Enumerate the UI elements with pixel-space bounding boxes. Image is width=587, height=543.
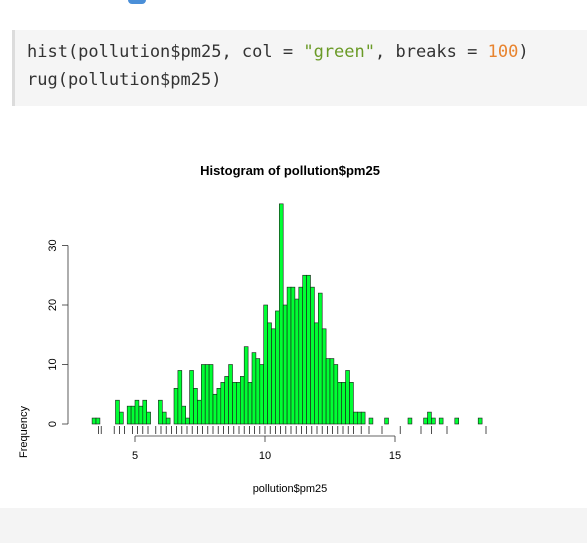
histogram-bar <box>208 364 214 425</box>
histogram-bar <box>193 388 198 425</box>
y-tick-label: 20 <box>47 299 59 311</box>
histogram-bar <box>158 399 163 425</box>
x-tick-label: 15 <box>389 450 401 462</box>
histogram-bar <box>91 417 97 425</box>
y-tick-label: 10 <box>47 358 59 370</box>
code-line-rug: rug(pollution$pm25) <box>27 70 222 90</box>
histogram-bar <box>177 370 183 425</box>
histogram-bar <box>310 286 315 425</box>
histogram-bar <box>181 405 187 425</box>
histogram-bar <box>115 399 120 425</box>
histogram-bar <box>407 417 413 425</box>
histogram-bar <box>232 382 237 425</box>
histogram-bar <box>173 388 179 425</box>
histogram-bar <box>333 364 339 425</box>
code-breaks-arg: , breaks = <box>375 42 488 62</box>
rug-group <box>98 426 487 434</box>
histogram-bar <box>216 388 222 425</box>
histogram-bar <box>220 382 226 425</box>
histogram-bar <box>275 310 280 425</box>
histogram-bar <box>329 358 335 425</box>
histogram-bar <box>255 358 261 425</box>
histogram-svg: Histogram of pollution$pm25 Frequency po… <box>18 163 487 495</box>
histogram-bar <box>236 382 241 425</box>
y-axis-label: Frequency <box>18 406 30 458</box>
histogram-plot: Histogram of pollution$pm25 Frequency po… <box>0 140 587 520</box>
histogram-bar <box>325 358 331 425</box>
histogram-bar <box>302 274 307 425</box>
histogram-bar <box>130 405 136 425</box>
histogram-bar <box>189 370 194 425</box>
histogram-bar <box>228 364 233 425</box>
histogram-bar <box>286 286 292 425</box>
histogram-bar <box>427 411 432 425</box>
histogram-bar <box>337 382 342 425</box>
histogram-bar <box>126 405 132 425</box>
histogram-bar <box>356 411 362 425</box>
histogram-bar <box>119 411 124 425</box>
histogram-bar <box>368 417 374 425</box>
histogram-bar <box>185 417 190 425</box>
histogram-bar <box>384 417 389 425</box>
histogram-bar <box>263 304 268 425</box>
histogram-bar <box>247 382 253 425</box>
histogram-bar <box>201 364 206 425</box>
histogram-bar <box>321 328 327 425</box>
y-tick-label: 0 <box>47 421 59 427</box>
histogram-bar <box>278 203 284 425</box>
histogram-bar <box>271 328 276 425</box>
histogram-bar <box>314 322 319 425</box>
code-close-paren: ) <box>518 42 529 62</box>
histogram-bar <box>477 417 483 425</box>
top-accent-mark <box>128 0 146 4</box>
histogram-bar <box>142 399 148 425</box>
histogram-bar <box>251 352 257 425</box>
code-line-hist: hist(pollution$pm25, col = "green", brea… <box>27 38 587 66</box>
histogram-bar <box>224 376 229 425</box>
histogram-bar <box>306 274 311 425</box>
chart-title: Histogram of pollution$pm25 <box>200 163 380 178</box>
bottom-strip <box>0 508 587 543</box>
code-string-green: "green" <box>303 42 375 62</box>
histogram-bar <box>282 304 288 425</box>
bars-group <box>91 203 483 425</box>
histogram-bar <box>197 399 202 425</box>
histogram-bar <box>423 417 428 425</box>
x-tick-label: 5 <box>132 450 138 462</box>
histogram-bar <box>165 417 171 425</box>
axes-group: 5 10 15 0 10 20 30 <box>47 239 401 462</box>
histogram-bar <box>349 382 354 425</box>
x-axis-label: pollution$pm25 <box>253 483 328 495</box>
code-number-100: 100 <box>487 42 519 62</box>
code-hist-call: hist(pollution$pm25, col = <box>27 42 304 62</box>
y-tick-label: 30 <box>47 239 59 251</box>
histogram-bar <box>317 292 323 425</box>
code-block: hist(pollution$pm25, col = "green", brea… <box>12 30 587 106</box>
histogram-bar <box>146 411 151 425</box>
histogram-bar <box>162 411 167 425</box>
histogram-bar <box>454 417 459 425</box>
histogram-bar <box>290 286 296 425</box>
histogram-bar <box>212 393 218 425</box>
histogram-bar <box>294 298 300 425</box>
x-tick-label: 10 <box>259 450 271 462</box>
histogram-bar <box>243 346 249 425</box>
histogram-bar <box>138 405 144 425</box>
histogram-bar <box>341 382 346 425</box>
histogram-bar <box>204 364 210 425</box>
histogram-bar <box>345 370 350 425</box>
histogram-bar <box>240 376 245 425</box>
histogram-bar <box>353 411 358 425</box>
histogram-bar <box>360 411 366 425</box>
histogram-bar <box>267 322 272 425</box>
histogram-bar <box>298 286 303 425</box>
histogram-bar <box>431 417 436 425</box>
histogram-bar <box>134 399 140 425</box>
histogram-bar <box>259 364 264 425</box>
histogram-bar <box>438 417 444 425</box>
histogram-bar <box>95 417 101 425</box>
